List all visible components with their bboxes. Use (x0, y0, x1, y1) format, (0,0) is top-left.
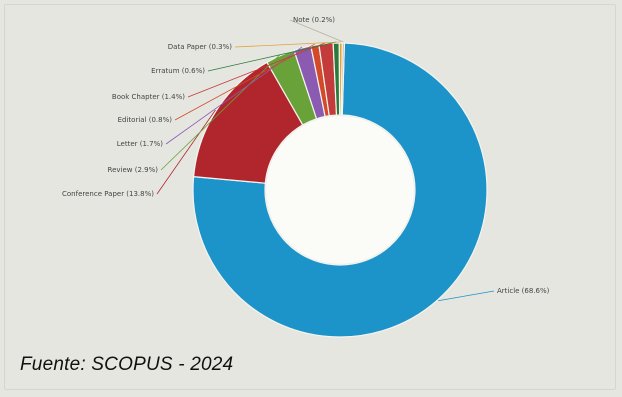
slice-label: Data Paper (0.3%) (168, 43, 233, 51)
slice-label: Note (0.2%) (293, 16, 335, 24)
slice-label: Article (68.6%) (497, 287, 550, 295)
leader-line (438, 290, 495, 302)
leader-line (174, 43, 315, 121)
source-caption: Fuente: SCOPUS - 2024 (20, 354, 234, 375)
leader-line (156, 109, 216, 195)
slice-label: Editorial (0.8%) (118, 116, 173, 124)
slice-label: Review (2.9%) (108, 166, 159, 174)
leader-line (187, 42, 327, 98)
slice-label: Conference Paper (13.8%) (62, 190, 154, 198)
donut-slice (192, 42, 488, 338)
donut-slice (340, 42, 346, 116)
leader-line (207, 41, 337, 72)
chart-border (4, 4, 616, 390)
donut-hole (266, 116, 414, 264)
slice-label: Letter (1.7%) (117, 140, 163, 148)
leader-line (289, 19, 344, 43)
slice-label: Book Chapter (1.4%) (112, 93, 185, 101)
leader-line (234, 41, 341, 48)
slice-label: Erratum (0.6%) (151, 67, 205, 75)
